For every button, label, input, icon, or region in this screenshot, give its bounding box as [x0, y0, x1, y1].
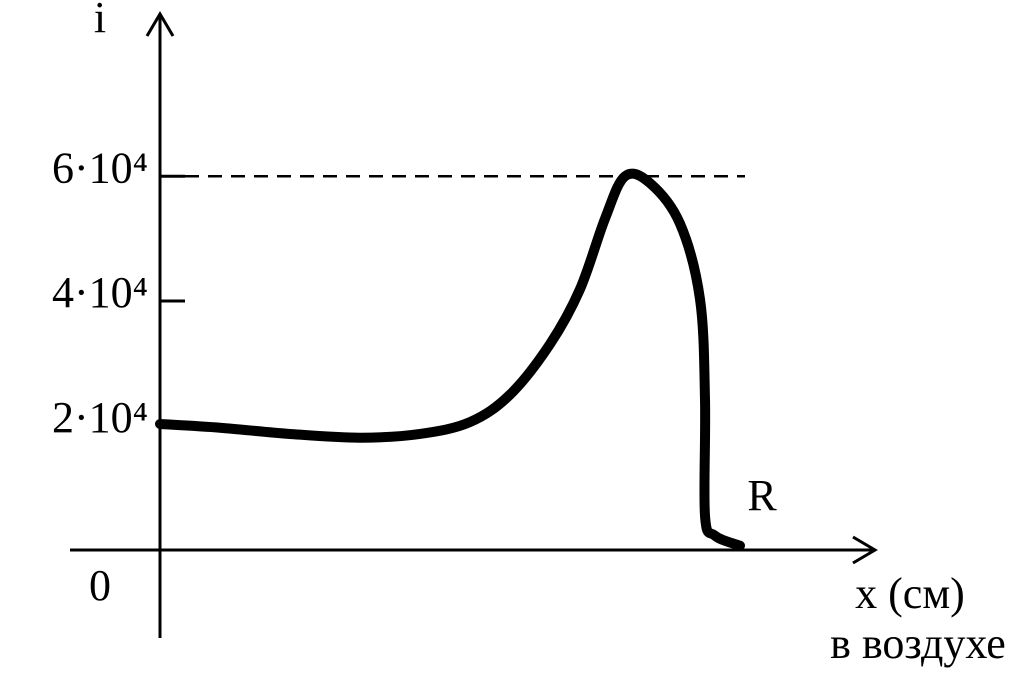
- annotation: R: [747, 471, 777, 520]
- x-axis-label: x (см): [855, 569, 965, 618]
- y-tick-label: 6·10⁴: [52, 143, 148, 192]
- y-axis-label: i: [94, 0, 106, 42]
- y-tick-label: 4·10⁴: [52, 268, 148, 317]
- y-tick-label: 2·10⁴: [52, 393, 148, 442]
- x-axis-arrow: [852, 535, 878, 565]
- x-axis-sublabel: в воздухе: [830, 619, 1006, 668]
- x-tick-label: 0: [89, 561, 111, 610]
- y-axis-arrow: [145, 11, 175, 37]
- curve: [155, 168, 745, 551]
